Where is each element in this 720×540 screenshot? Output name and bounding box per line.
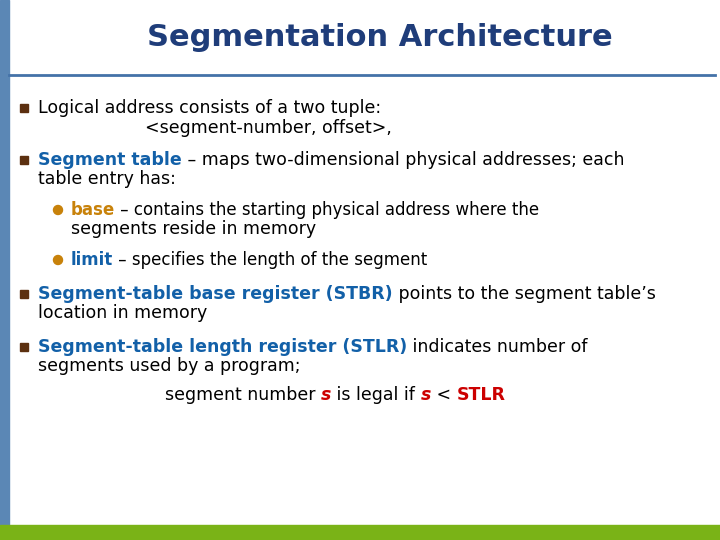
- Circle shape: [53, 206, 63, 214]
- Text: segments used by a program;: segments used by a program;: [38, 357, 300, 375]
- Bar: [20, 104, 28, 112]
- Text: Segment table: Segment table: [38, 151, 181, 169]
- Bar: [20, 290, 28, 298]
- Text: Segmentation Architecture: Segmentation Architecture: [147, 23, 613, 51]
- Bar: [0, 0, 9, 540]
- Text: <segment-number, offset>,: <segment-number, offset>,: [145, 119, 392, 137]
- Text: – contains the starting physical address where the: – contains the starting physical address…: [115, 201, 539, 219]
- Bar: [20, 343, 28, 351]
- Text: STLR: STLR: [456, 386, 505, 404]
- Text: table entry has:: table entry has:: [38, 170, 176, 188]
- Text: is legal if: is legal if: [331, 386, 420, 404]
- Text: Segment-table length register (STLR): Segment-table length register (STLR): [38, 338, 408, 356]
- Text: indicates number of: indicates number of: [408, 338, 588, 356]
- Bar: [0, 525, 720, 540]
- Text: Segment-table base register (STBR): Segment-table base register (STBR): [38, 285, 392, 303]
- Text: segments reside in memory: segments reside in memory: [71, 220, 316, 238]
- Text: segment number: segment number: [165, 386, 321, 404]
- Text: s: s: [420, 386, 431, 404]
- Text: limit: limit: [71, 251, 113, 269]
- Circle shape: [53, 255, 63, 265]
- Text: – specifies the length of the segment: – specifies the length of the segment: [113, 251, 428, 269]
- Text: points to the segment table’s: points to the segment table’s: [392, 285, 655, 303]
- Text: <: <: [431, 386, 456, 404]
- Text: Logical address consists of a two tuple:: Logical address consists of a two tuple:: [38, 99, 381, 117]
- Text: base: base: [71, 201, 115, 219]
- Text: location in memory: location in memory: [38, 304, 207, 322]
- Text: – maps two-dimensional physical addresses; each: – maps two-dimensional physical addresse…: [181, 151, 624, 169]
- Bar: [20, 156, 28, 164]
- Text: s: s: [321, 386, 331, 404]
